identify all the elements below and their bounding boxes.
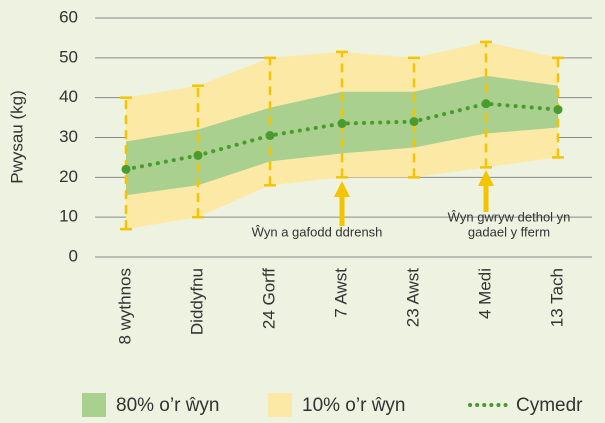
legend-swatch bbox=[268, 393, 292, 417]
legend-label: 80% o’r ŵyn bbox=[116, 395, 220, 416]
x-tick-label: 23 Awst bbox=[403, 268, 422, 328]
y-tick-label: 50 bbox=[59, 47, 78, 66]
arrow-head bbox=[334, 181, 350, 197]
legend-label: 10% o’r ŵyn bbox=[302, 395, 406, 416]
y-tick-label: 40 bbox=[59, 87, 78, 106]
y-axis-label: Pwysau (kg) bbox=[7, 90, 26, 184]
mean-point bbox=[553, 105, 563, 115]
legend-swatch bbox=[82, 393, 106, 417]
y-tick-label: 30 bbox=[59, 127, 78, 146]
y-tick-label: 20 bbox=[59, 167, 78, 186]
y-tick-label: 10 bbox=[59, 207, 78, 226]
x-tick-label: 7 Awst bbox=[331, 268, 350, 318]
x-tick-label: 4 Medi bbox=[475, 268, 494, 319]
y-tick-label: 0 bbox=[69, 246, 78, 265]
mean-point bbox=[121, 164, 131, 174]
band bbox=[126, 75, 558, 196]
x-tick-label: 13 Tach bbox=[547, 268, 566, 327]
x-tick-label: Diddyfnu bbox=[187, 268, 206, 335]
legend-label: Cymedr bbox=[516, 395, 583, 416]
annotation: Ŵyn a gafodd ddrensh bbox=[252, 224, 383, 239]
annotation: Ŵyn gwryw dethol yn bbox=[448, 209, 571, 224]
x-tick-label: 24 Gorff bbox=[259, 268, 278, 329]
mean-point bbox=[265, 131, 275, 141]
mean-point bbox=[337, 119, 347, 129]
x-tick-label: 8 wythnos bbox=[115, 268, 134, 345]
annotation: gadael y fferm bbox=[468, 224, 550, 239]
arrow-head bbox=[478, 170, 494, 186]
mean-point bbox=[481, 99, 491, 109]
mean-point bbox=[409, 117, 419, 127]
y-tick-label: 60 bbox=[59, 7, 78, 26]
bands bbox=[126, 41, 558, 230]
mean-point bbox=[193, 150, 203, 160]
